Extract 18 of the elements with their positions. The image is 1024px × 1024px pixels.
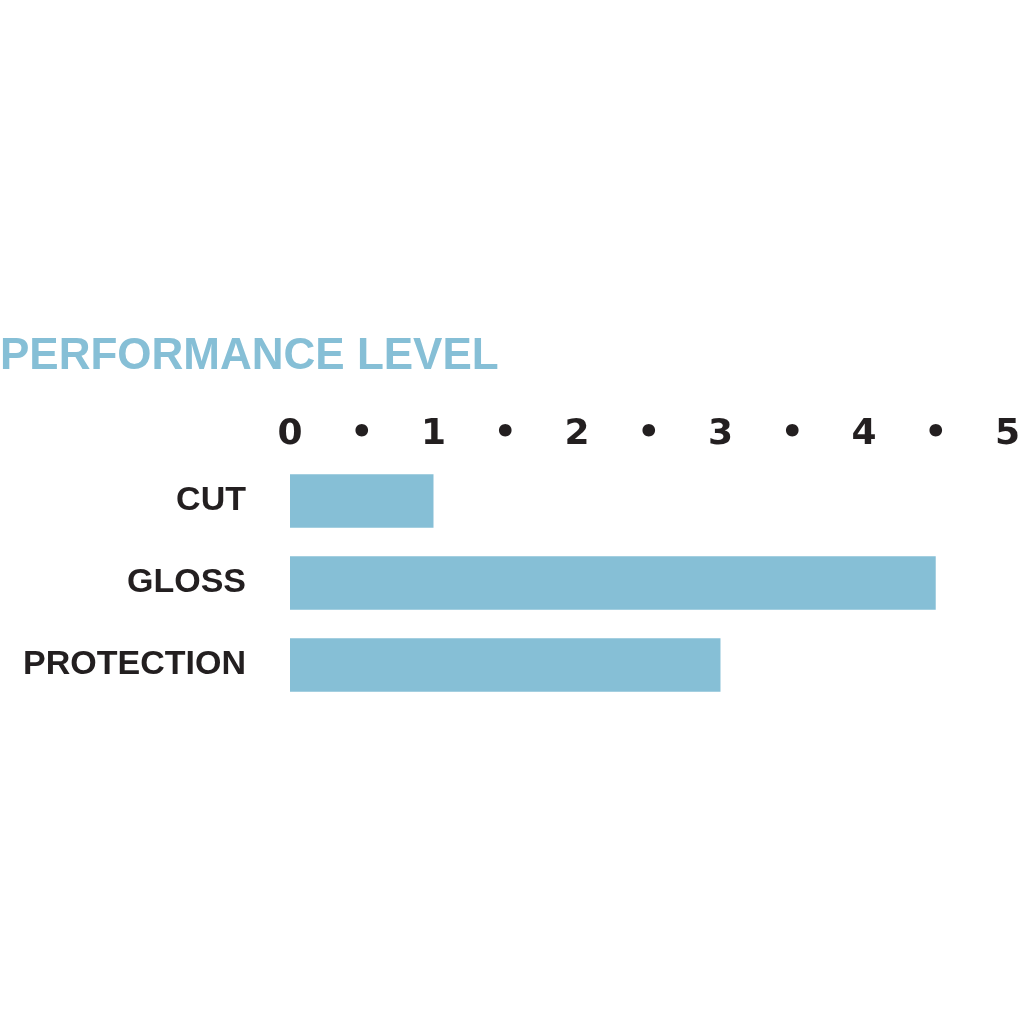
bar xyxy=(290,474,434,528)
bar xyxy=(290,556,936,610)
y-tick-label: PROTECTION xyxy=(23,643,246,682)
x-tick-label: • xyxy=(493,410,517,452)
x-tick-label: 5 xyxy=(994,410,1021,452)
chart-title: PERFORMANCE LEVEL xyxy=(0,328,499,378)
y-tick-label: CUT xyxy=(176,479,247,518)
x-tick-label: 4 xyxy=(851,410,877,452)
x-tick-label: • xyxy=(780,410,804,452)
x-tick-label: 1 xyxy=(420,410,447,452)
x-tick-label: 2 xyxy=(564,410,590,452)
x-tick-label: 0 xyxy=(277,410,303,452)
x-tick-label: 3 xyxy=(707,410,734,452)
x-tick-label: • xyxy=(637,410,661,452)
bar xyxy=(290,638,721,692)
y-tick-label: GLOSS xyxy=(126,561,246,600)
x-tick-label: • xyxy=(350,410,374,452)
x-tick-label: • xyxy=(924,410,948,452)
